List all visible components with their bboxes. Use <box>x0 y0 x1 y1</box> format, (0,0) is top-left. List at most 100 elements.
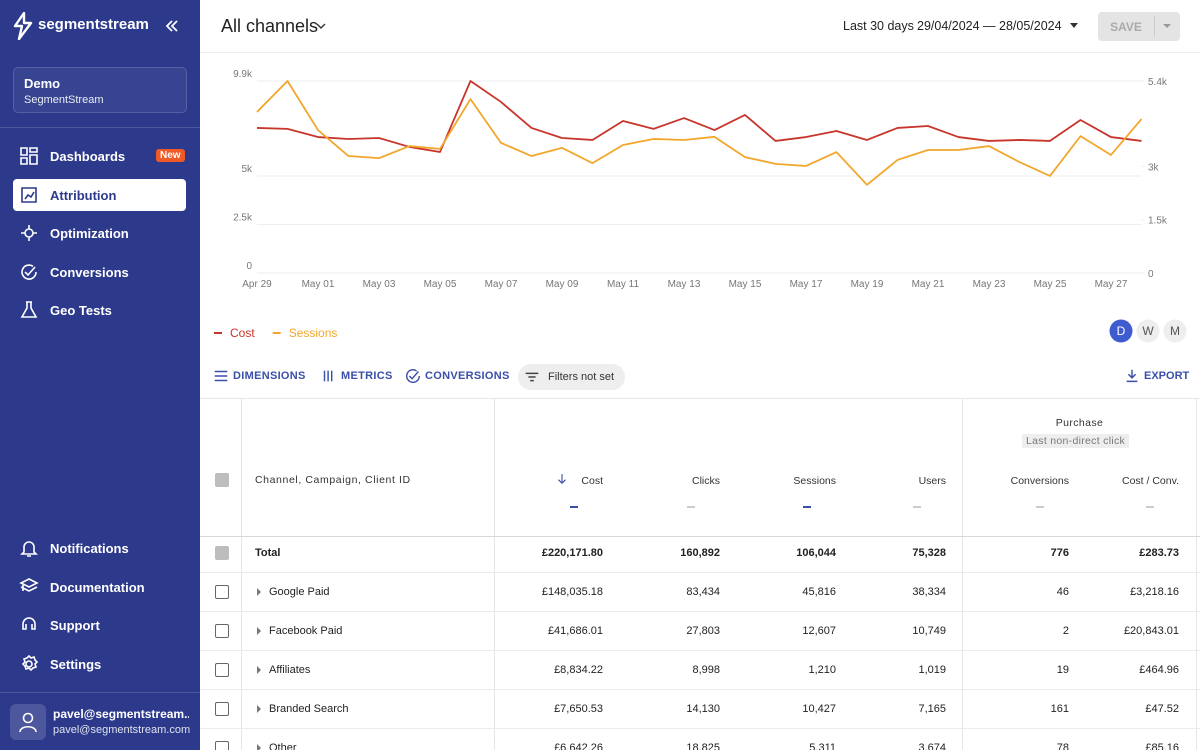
cell: £85.16 <box>1145 742 1179 750</box>
cell: 12,607 <box>802 625 836 637</box>
expand-caret[interactable] <box>257 705 261 713</box>
divider <box>0 692 200 693</box>
table-border <box>200 536 1200 537</box>
x-tick-label: May 25 <box>1034 279 1067 290</box>
icon <box>1126 369 1138 383</box>
nav-item[interactable]: Dashboards New <box>13 140 186 172</box>
column-tool <box>1036 498 1044 508</box>
cell: 160,892 <box>680 547 720 559</box>
save-label: SAVE <box>1110 20 1142 34</box>
nav-label: Conversions <box>50 264 129 280</box>
cell: 27,803 <box>686 625 720 637</box>
x-tick-label: May 15 <box>729 279 762 290</box>
table-border <box>962 398 963 750</box>
nav-item[interactable]: Geo Tests <box>13 294 186 326</box>
attribution-model: Last non-direct click <box>1022 434 1130 448</box>
granularity-label: W <box>1142 324 1154 338</box>
nav-item[interactable]: Settings <box>13 648 186 680</box>
user-name: pavel@segmentstream... <box>53 707 189 721</box>
cell: 10,749 <box>912 625 946 637</box>
granularity-toggle[interactable] <box>1109 319 1133 343</box>
nav-item[interactable]: Support <box>13 609 186 641</box>
nav-label: Notifications <box>50 541 129 556</box>
cell: £6,642.26 <box>554 742 603 750</box>
range-label[interactable]: Last 30 days <box>843 19 914 33</box>
table-border <box>241 398 242 750</box>
nav-item[interactable]: Documentation <box>13 571 186 603</box>
checkbox[interactable] <box>215 702 229 716</box>
cell: £3,218.16 <box>1130 586 1179 598</box>
cell: 14,130 <box>686 703 720 715</box>
table-border <box>200 728 1200 729</box>
divider <box>1154 16 1155 37</box>
column-header[interactable]: Cost / Conv. <box>1122 475 1179 487</box>
badge: New <box>156 149 185 162</box>
nav-item[interactable]: Notifications <box>13 532 186 564</box>
checkbox[interactable] <box>215 585 229 599</box>
x-tick-label: May 01 <box>302 279 335 290</box>
expand-caret[interactable] <box>257 588 261 596</box>
y-tick-label: 9.9k <box>233 69 253 80</box>
expand-caret[interactable] <box>257 666 261 674</box>
row-label: Branded Search <box>269 703 349 715</box>
granularity-toggle[interactable] <box>1163 319 1187 343</box>
cell: 1,019 <box>918 664 946 676</box>
column-header[interactable]: Users <box>918 475 946 487</box>
page-title[interactable]: All channels <box>221 16 319 36</box>
nav-item[interactable]: Optimization <box>13 217 186 249</box>
expand-caret[interactable] <box>257 627 261 635</box>
x-tick-label: May 05 <box>424 279 457 290</box>
cell: £148,035.18 <box>541 586 603 598</box>
checkbox[interactable] <box>215 624 229 638</box>
granularity-label: D <box>1117 324 1126 338</box>
nav-label: Settings <box>50 656 102 672</box>
checkbox[interactable] <box>215 663 229 677</box>
dimension-header: Channel, Campaign, Client ID <box>255 474 411 486</box>
cell: 38,334 <box>912 586 946 598</box>
filter-chip[interactable]: Filters not set <box>518 364 625 390</box>
nav-label: Dashboards <box>50 149 126 164</box>
checkbox[interactable] <box>215 546 229 560</box>
cell: £20,843.01 <box>1123 625 1179 637</box>
workspace-org: SegmentStream <box>24 94 104 106</box>
y2-tick-label: 5.4k <box>1148 77 1168 88</box>
column-header[interactable]: Clicks <box>692 475 720 487</box>
avatar[interactable] <box>10 704 46 740</box>
granularity-toggle[interactable] <box>1136 319 1160 343</box>
column-header[interactable]: Sessions <box>793 475 836 487</box>
x-tick-label: May 21 <box>912 279 945 290</box>
checkbox[interactable] <box>215 473 229 487</box>
divider <box>200 52 1200 53</box>
toolbar-label: DIMENSIONS <box>233 370 306 382</box>
checkbox[interactable] <box>215 741 229 750</box>
range-caret <box>1070 23 1078 28</box>
x-tick-label: May 07 <box>485 279 518 290</box>
x-tick-label: May 09 <box>546 279 579 290</box>
icon <box>558 474 566 484</box>
expand-caret[interactable] <box>257 744 261 750</box>
y2-tick-label: 1.5k <box>1148 216 1168 227</box>
cell: 10,427 <box>802 703 836 715</box>
column-header[interactable]: Cost <box>581 475 603 487</box>
date-range[interactable]: 29/04/2024 — 28/05/2024 <box>917 19 1062 33</box>
save-button[interactable]: SAVE <box>1098 12 1180 41</box>
icon <box>19 577 39 592</box>
collapse-button[interactable] <box>164 18 180 34</box>
nav-item[interactable]: Conversions <box>13 256 186 288</box>
cell: £464.96 <box>1139 664 1179 676</box>
x-tick-label: May 27 <box>1095 279 1128 290</box>
cell: 83,434 <box>686 586 720 598</box>
icon <box>21 225 37 241</box>
cell: £283.73 <box>1139 547 1179 559</box>
workspace-card[interactable]: Demo SegmentStream <box>13 67 187 113</box>
legend-label: Sessions <box>289 326 338 340</box>
table-border <box>200 650 1200 651</box>
table-border <box>200 572 1200 573</box>
column-header[interactable]: Conversions <box>1010 475 1069 487</box>
nav-item[interactable]: Attribution <box>13 178 186 211</box>
y-tick-label: 0 <box>246 261 252 272</box>
table-area: DIMENSIONS METRICS CONVERSIONS Filters not … <box>200 0 1200 750</box>
icon <box>20 147 38 165</box>
icon <box>21 263 37 280</box>
logo-icon <box>13 12 33 40</box>
